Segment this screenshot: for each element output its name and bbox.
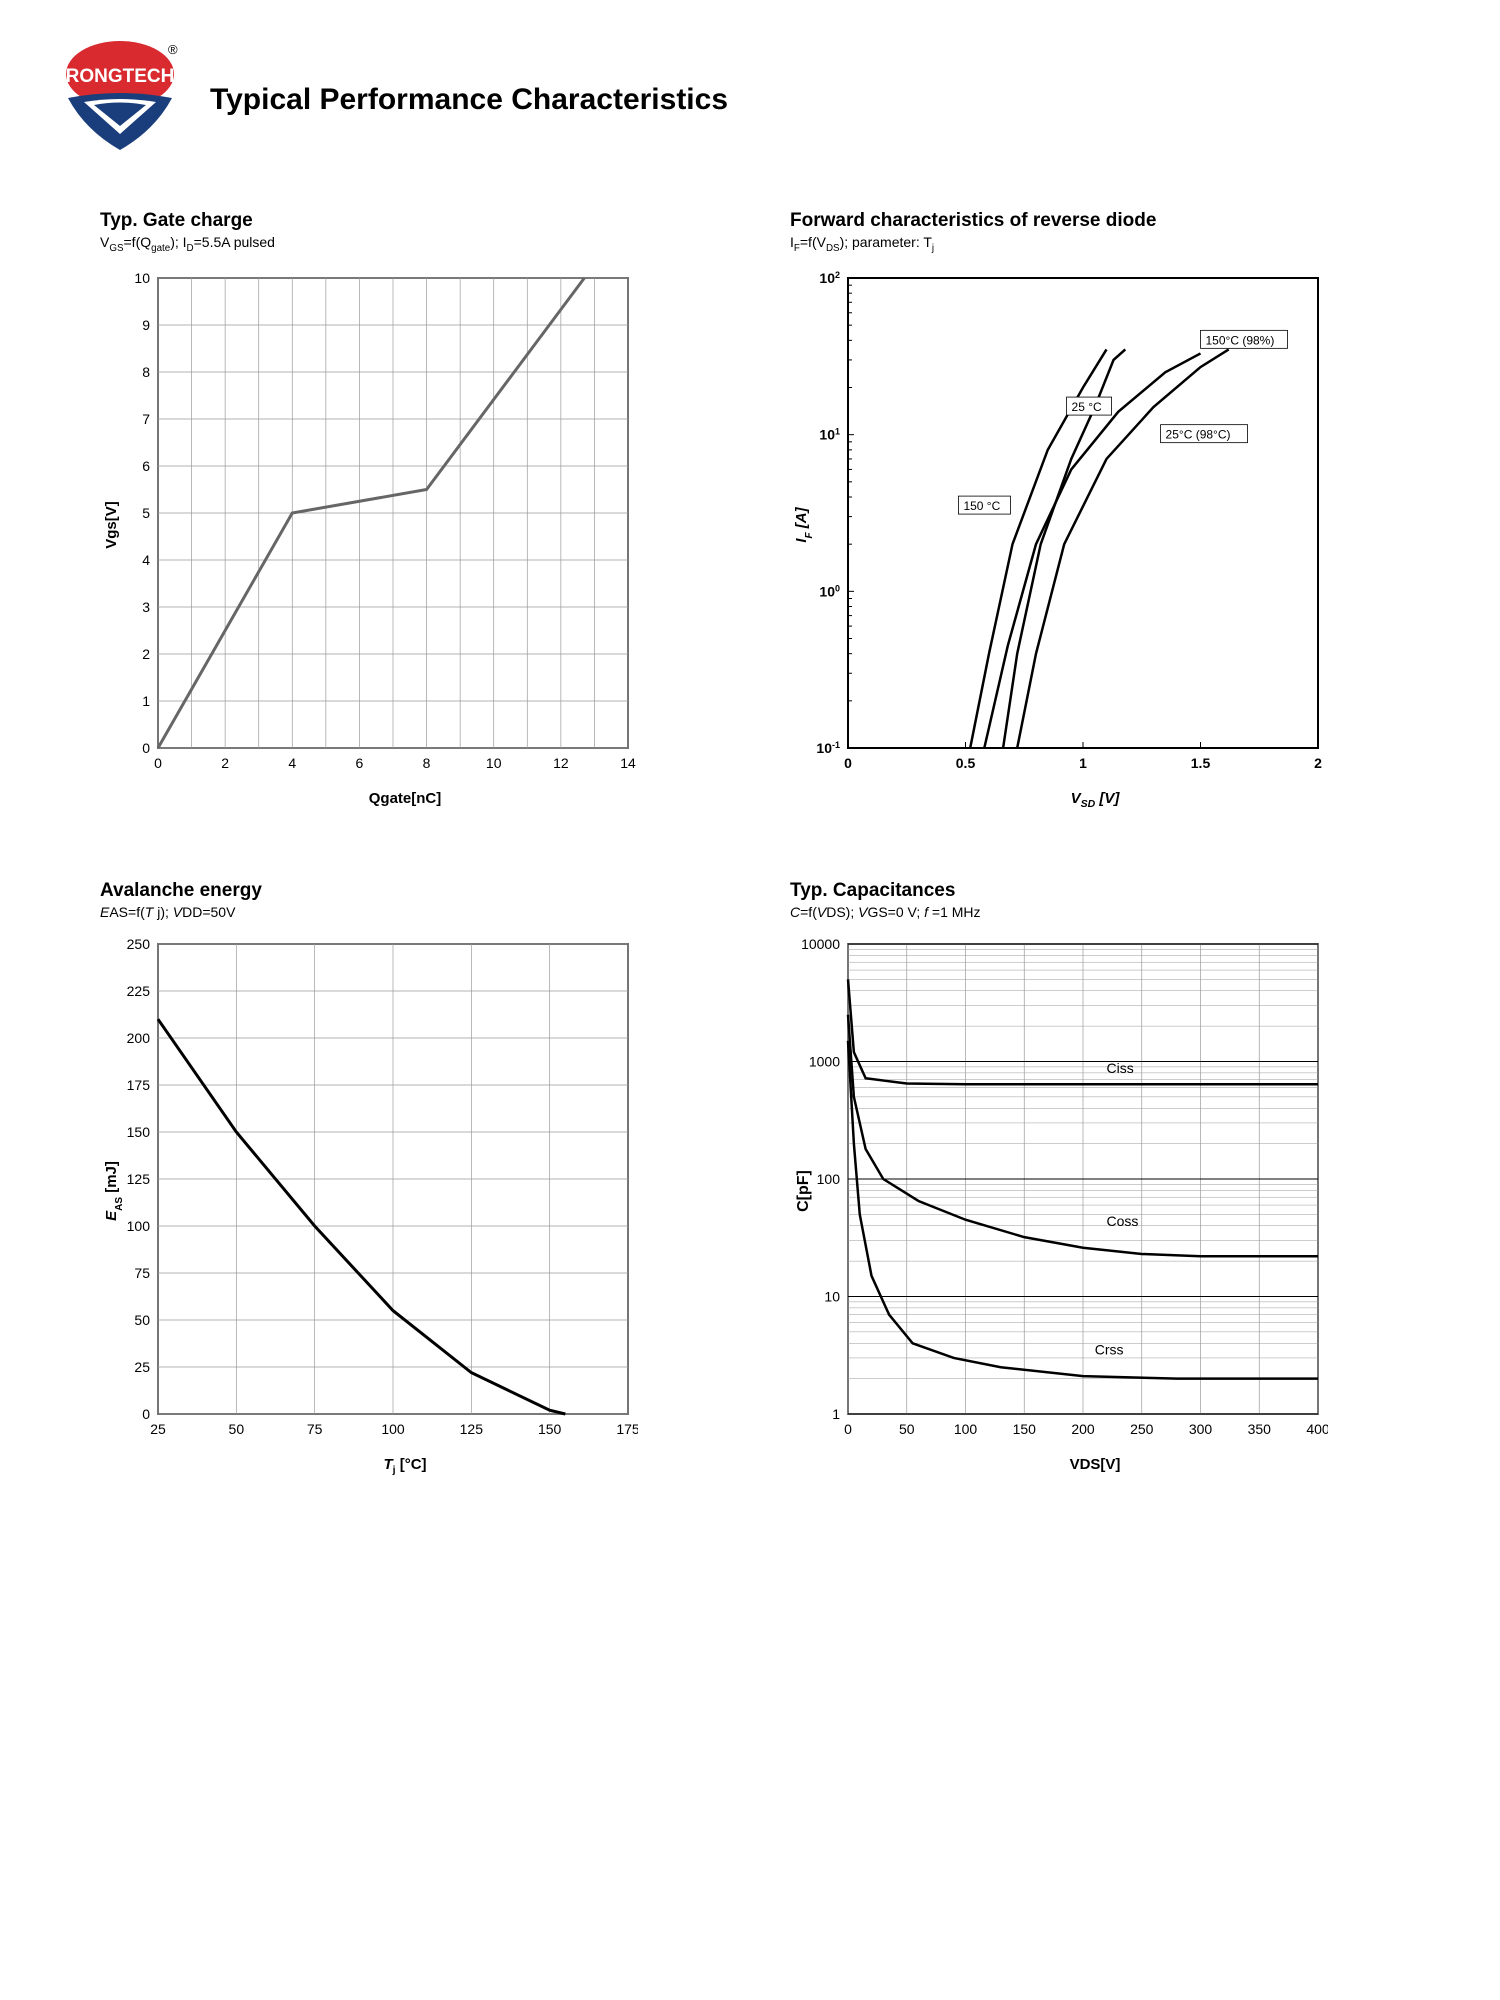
svg-text:25: 25 (134, 1359, 150, 1375)
svg-text:102: 102 (819, 270, 840, 286)
svg-text:25 °C: 25 °C (1072, 400, 1102, 414)
svg-text:200: 200 (127, 1030, 151, 1046)
svg-text:IF [A]: IF [A] (793, 506, 815, 542)
svg-text:C[pF]: C[pF] (795, 1170, 812, 1212)
x-axis-label: VSD [V] (790, 790, 1400, 810)
svg-text:0.5: 0.5 (956, 755, 976, 771)
charts-grid: Typ. Gate charge VGS=f(Qgate); ID=5.5A p… (60, 210, 1440, 1476)
svg-text:10: 10 (486, 755, 502, 771)
svg-text:150: 150 (1013, 1421, 1037, 1437)
svg-text:0: 0 (844, 1421, 852, 1437)
page-header: RONGTECH ® Typical Performance Character… (60, 40, 1440, 160)
svg-text:250: 250 (127, 936, 151, 952)
svg-text:225: 225 (127, 983, 151, 999)
svg-text:75: 75 (307, 1421, 323, 1437)
svg-text:2: 2 (221, 755, 229, 771)
svg-text:8: 8 (142, 364, 150, 380)
svg-text:250: 250 (1130, 1421, 1154, 1437)
chart-subtitle: C=f(VDS); VGS=0 V; f =1 MHz (790, 904, 1400, 920)
svg-text:50: 50 (899, 1421, 915, 1437)
svg-text:1000: 1000 (809, 1053, 840, 1069)
svg-text:1: 1 (142, 693, 150, 709)
chart-title: Typ. Gate charge (100, 210, 710, 232)
svg-text:10: 10 (134, 270, 150, 286)
svg-text:0: 0 (142, 1406, 150, 1422)
svg-text:101: 101 (819, 426, 840, 442)
chart-subtitle: EAS=f(T j); VDD=50V (100, 904, 710, 920)
svg-text:10: 10 (824, 1288, 840, 1304)
svg-text:50: 50 (229, 1421, 245, 1437)
svg-text:150: 150 (538, 1421, 562, 1437)
svg-text:300: 300 (1189, 1421, 1213, 1437)
svg-text:0: 0 (142, 740, 150, 756)
chart-svg: 0 50 100 150 200 250 300 350 400 1 10 100 1000 10000 C… (790, 934, 1328, 1448)
svg-text:7: 7 (142, 411, 150, 427)
svg-text:0: 0 (844, 755, 852, 771)
svg-text:2: 2 (142, 646, 150, 662)
svg-text:1.5: 1.5 (1191, 755, 1211, 771)
svg-text:25: 25 (150, 1421, 166, 1437)
svg-text:6: 6 (356, 755, 364, 771)
chart-title: Avalanche energy (100, 880, 710, 902)
chart-reverse-diode: Forward characteristics of reverse diode… (790, 210, 1400, 810)
chart-title: Typ. Capacitances (790, 880, 1400, 902)
svg-text:10-1: 10-1 (816, 740, 840, 756)
x-axis-label: Tj [°C] (100, 1456, 710, 1476)
x-axis-label: VDS[V] (790, 1456, 1400, 1473)
chart-avalanche: Avalanche energy EAS=f(T j); VDD=50V 25 5… (100, 880, 710, 1476)
svg-text:3: 3 (142, 599, 150, 615)
svg-text:Coss: Coss (1107, 1213, 1139, 1229)
svg-text:1: 1 (832, 1406, 840, 1422)
svg-text:5: 5 (142, 505, 150, 521)
svg-text:Vgs[V]: Vgs[V] (103, 501, 120, 549)
chart-subtitle: VGS=f(Qgate); ID=5.5A pulsed (100, 234, 710, 254)
svg-text:175: 175 (127, 1077, 151, 1093)
chart-subtitle: IF=f(VDS); parameter: Tj (790, 234, 1400, 254)
svg-text:75: 75 (134, 1265, 150, 1281)
svg-text:25°C (98°C): 25°C (98°C) (1166, 427, 1231, 441)
chart-gate-charge: Typ. Gate charge VGS=f(Qgate); ID=5.5A p… (100, 210, 710, 810)
svg-text:400: 400 (1306, 1421, 1328, 1437)
svg-text:150: 150 (127, 1124, 151, 1140)
svg-text:200: 200 (1071, 1421, 1095, 1437)
registered-icon: ® (168, 42, 178, 57)
svg-text:10000: 10000 (801, 936, 840, 952)
brand-logo: RONGTECH ® (60, 40, 180, 160)
svg-text:100: 100 (954, 1421, 978, 1437)
svg-text:100: 100 (817, 1171, 841, 1187)
svg-text:0: 0 (154, 755, 162, 771)
svg-text:4: 4 (288, 755, 296, 771)
svg-text:Ciss: Ciss (1107, 1060, 1134, 1076)
svg-text:EAS [mJ]: EAS [mJ] (103, 1161, 125, 1221)
chart-capacitances: Typ. Capacitances C=f(VDS); VGS=0 V; f =… (790, 880, 1400, 1476)
svg-text:100: 100 (127, 1218, 151, 1234)
svg-text:100: 100 (381, 1421, 405, 1437)
chart-svg: 2550751001251501750255075100125150175200… (100, 934, 638, 1448)
svg-text:175: 175 (616, 1421, 638, 1437)
svg-text:14: 14 (620, 755, 636, 771)
logo-text: RONGTECH (66, 66, 175, 87)
svg-text:125: 125 (127, 1171, 151, 1187)
page-title: Typical Performance Characteristics (210, 83, 728, 117)
chart-svg: 0 0.5 1 1.5 2 10-1 100 101 102 150 °C 25 °C 25°C (9… (790, 268, 1328, 782)
x-axis-label: Qgate[nC] (100, 790, 710, 807)
svg-text:12: 12 (553, 755, 569, 771)
svg-text:8: 8 (423, 755, 431, 771)
svg-text:4: 4 (142, 552, 150, 568)
svg-text:125: 125 (460, 1421, 484, 1437)
svg-text:50: 50 (134, 1312, 150, 1328)
svg-text:1: 1 (1079, 755, 1087, 771)
svg-text:150°C (98%): 150°C (98%) (1206, 333, 1275, 347)
svg-text:350: 350 (1248, 1421, 1272, 1437)
svg-text:2: 2 (1314, 755, 1322, 771)
svg-text:150 °C: 150 °C (963, 499, 1000, 513)
svg-text:6: 6 (142, 458, 150, 474)
chart-title: Forward characteristics of reverse diode (790, 210, 1400, 232)
svg-text:100: 100 (819, 583, 840, 599)
chart-svg: 02468101214012345678910Vgs[V] (100, 268, 638, 782)
svg-text:Crss: Crss (1095, 1341, 1124, 1357)
svg-text:9: 9 (142, 317, 150, 333)
